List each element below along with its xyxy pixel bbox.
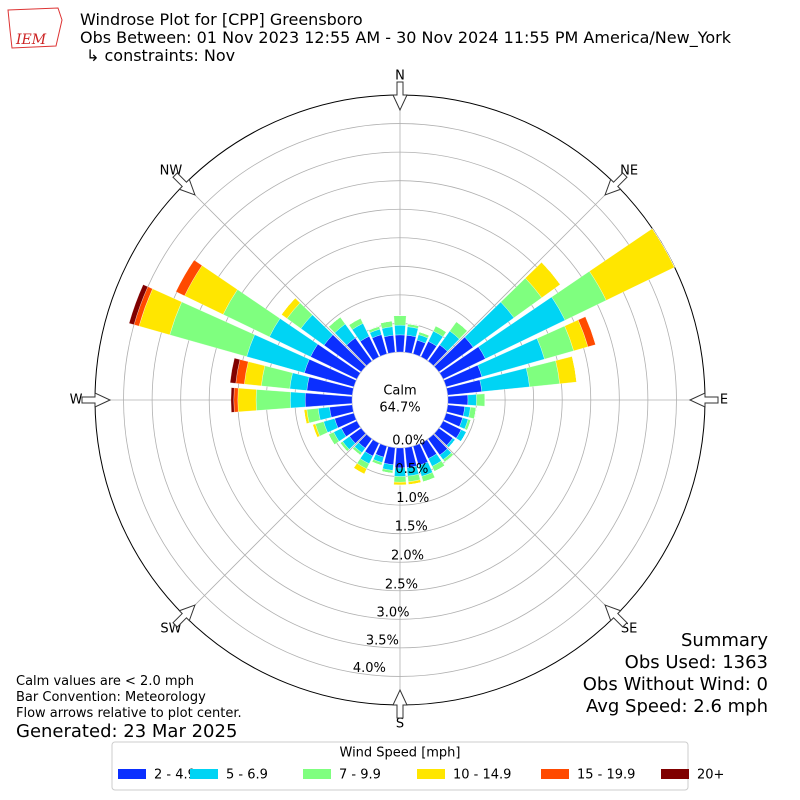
summary-line: Avg Speed: 2.6 mph — [586, 696, 768, 717]
grid-circle — [151, 151, 649, 649]
summary-line: Obs Used: 1363 — [625, 652, 768, 673]
bar-segment — [289, 372, 310, 391]
bar-segment — [541, 262, 561, 285]
bar-segment — [305, 392, 353, 408]
bar-segment — [444, 454, 454, 463]
bar-segment — [447, 394, 469, 406]
radial-grid-line — [433, 433, 616, 616]
grid-circle — [123, 123, 677, 677]
grid-circle — [180, 180, 620, 620]
radial-grid-line — [184, 184, 367, 367]
legend-swatch — [303, 769, 331, 779]
legend-swatch — [417, 769, 445, 779]
bar-segment — [589, 228, 675, 301]
flow-arrow — [604, 604, 628, 628]
bar-segment — [317, 406, 332, 421]
direction-label: N — [395, 69, 405, 84]
bar-segment — [128, 284, 149, 325]
bar-segment — [312, 424, 318, 438]
bar-segment — [448, 439, 456, 448]
title-line: Windrose Plot for [CPP] Greensboro — [80, 10, 363, 29]
bar-segment — [230, 387, 235, 413]
flow-arrow — [392, 688, 408, 719]
radial-grid-line — [433, 184, 616, 367]
bar-segment — [393, 476, 407, 483]
r-tick-label: 2.0% — [391, 549, 424, 564]
bar-segment — [395, 334, 405, 353]
bar-segment — [281, 297, 296, 315]
bar-segment — [229, 357, 241, 384]
legend-swatch — [661, 769, 689, 779]
bar-segment — [393, 481, 407, 486]
bar-segment — [372, 461, 382, 466]
bar-segment — [456, 321, 468, 331]
grid-circle — [208, 208, 592, 592]
logo-text: IEM — [15, 32, 47, 48]
bar-segment — [393, 315, 407, 326]
bar-segment — [476, 393, 486, 407]
logo: IEM — [7, 7, 63, 49]
r-tick-label: 2.5% — [385, 577, 418, 592]
bar-segment — [467, 394, 477, 406]
generated: Generated: 23 Mar 2025 — [16, 721, 237, 742]
flow-arrow — [604, 172, 628, 196]
bar-segment — [572, 356, 577, 383]
note: Flow arrows relative to plot center. — [16, 706, 242, 721]
flow-arrow — [81, 392, 112, 408]
bar-segment — [237, 387, 257, 413]
legend-label: 2 - 4.9 — [154, 768, 196, 783]
title-line: Obs Between: 01 Nov 2023 12:55 AM - 30 N… — [80, 28, 732, 48]
calm-value: 64.7% — [379, 401, 420, 416]
bar-segment — [368, 326, 380, 331]
flow-arrow — [172, 172, 196, 196]
bar-segment — [381, 471, 393, 474]
direction-label: E — [720, 393, 728, 408]
legend-label: 10 - 14.9 — [453, 768, 511, 783]
summary-line: Obs Without Wind: 0 — [583, 674, 768, 695]
bar-segment — [526, 360, 560, 388]
flow-arrow — [392, 81, 408, 112]
legend-label: 15 - 19.9 — [577, 768, 635, 783]
direction-label: W — [70, 393, 83, 408]
r-tick-label: 0.0% — [392, 434, 425, 449]
direction-label: S — [396, 717, 404, 732]
r-tick-label: 3.0% — [377, 606, 410, 621]
r-tick-label: 0.5% — [395, 462, 428, 477]
legend-swatch — [118, 769, 146, 779]
legend-title: Wind Speed [mph] — [340, 746, 461, 761]
r-tick-label: 3.5% — [366, 634, 399, 649]
calm-circle — [353, 353, 447, 447]
bar-segment — [352, 448, 361, 456]
bar-segment — [306, 408, 321, 424]
title-line: ↳ constraints: Nov — [86, 46, 235, 65]
flow-arrow — [172, 604, 196, 628]
r-tick-label: 4.0% — [353, 661, 386, 676]
polar-plot: Calm 64.7% 0.0% 0.5% 1.0% 1.5% 2.0% 2.5% 3.0% 3.5… — [70, 69, 729, 732]
flow-arrow — [688, 392, 719, 408]
note: Bar Convention: Meteorology — [16, 690, 206, 705]
bar-segment — [467, 420, 472, 431]
summary-line: Summary — [681, 630, 768, 651]
bar-segment — [290, 391, 306, 409]
r-tick-label: 1.0% — [396, 491, 429, 506]
bar-segment — [394, 325, 406, 336]
radial-grid-line — [184, 433, 367, 616]
logo-outline — [7, 7, 63, 49]
bar-segment — [255, 389, 291, 411]
bar-segment — [175, 259, 195, 292]
bar-segment — [233, 387, 239, 413]
note: Calm values are < 2.0 mph — [16, 674, 194, 689]
legend-swatch — [190, 769, 218, 779]
legend-label: 7 - 9.9 — [339, 768, 381, 783]
legend-swatch — [541, 769, 569, 779]
calm-label: Calm — [383, 384, 416, 399]
bar-segment — [261, 365, 293, 389]
legend-label: 5 - 6.9 — [226, 768, 268, 783]
r-tick-label: 1.5% — [395, 520, 428, 535]
legend-label: 20+ — [697, 768, 724, 783]
